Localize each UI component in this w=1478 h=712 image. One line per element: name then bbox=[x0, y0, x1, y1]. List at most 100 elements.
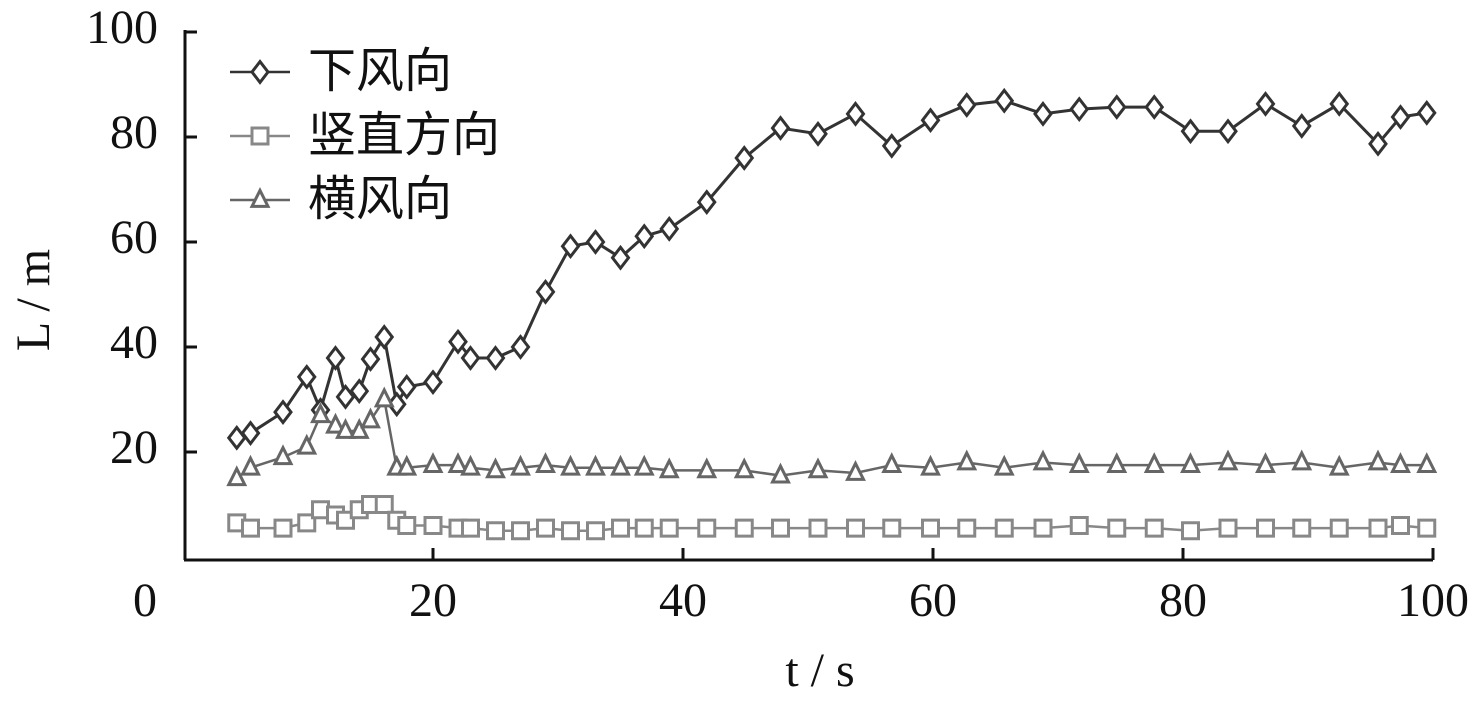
data-point bbox=[1106, 94, 1127, 120]
data-point bbox=[697, 518, 717, 538]
x-tick-label: 100 bbox=[1397, 574, 1469, 627]
data-point bbox=[734, 145, 755, 171]
data-point bbox=[1255, 91, 1276, 117]
data-point bbox=[561, 521, 580, 541]
data-point bbox=[485, 345, 506, 371]
data-point bbox=[325, 345, 346, 371]
data-point bbox=[610, 244, 631, 271]
data-point bbox=[1328, 454, 1350, 476]
data-point bbox=[1391, 516, 1410, 535]
data-point bbox=[297, 513, 317, 533]
data-point bbox=[1329, 91, 1350, 117]
data-point bbox=[397, 516, 417, 535]
data-point bbox=[921, 518, 940, 538]
data-point bbox=[920, 107, 941, 134]
data-point bbox=[1367, 449, 1389, 471]
data-point bbox=[374, 495, 394, 514]
data-point bbox=[423, 516, 443, 535]
data-point bbox=[658, 457, 680, 479]
data-point bbox=[510, 334, 531, 360]
data-point bbox=[1255, 452, 1276, 474]
data-point bbox=[560, 454, 581, 476]
data-point bbox=[696, 457, 718, 479]
data-point bbox=[241, 518, 260, 538]
data-point bbox=[240, 420, 261, 446]
legend-label: 横风向 bbox=[308, 173, 452, 226]
data-point bbox=[1329, 518, 1349, 538]
x-tick-label: 80 bbox=[1159, 574, 1207, 627]
data-point bbox=[585, 229, 606, 255]
data-point bbox=[360, 346, 381, 372]
data-point bbox=[535, 279, 556, 305]
data-point bbox=[734, 518, 754, 538]
data-point bbox=[226, 465, 248, 487]
data-point bbox=[611, 518, 630, 538]
data-point bbox=[374, 324, 395, 350]
data-point bbox=[920, 454, 941, 476]
data-point bbox=[296, 364, 317, 390]
data-point bbox=[733, 457, 755, 479]
y-tick-label: 20 bbox=[110, 421, 158, 474]
data-point bbox=[846, 518, 865, 538]
data-point bbox=[510, 454, 531, 476]
legend-label: 竖直方向 bbox=[308, 109, 500, 162]
data-point bbox=[881, 133, 902, 159]
data-point bbox=[1180, 118, 1201, 145]
data-point bbox=[1106, 452, 1128, 474]
data-point bbox=[1368, 518, 1388, 538]
data-point bbox=[1144, 94, 1165, 120]
data-point bbox=[659, 216, 680, 242]
data-point bbox=[485, 457, 506, 479]
data-point bbox=[536, 518, 555, 538]
data-point bbox=[396, 374, 417, 400]
data-point bbox=[993, 454, 1015, 476]
data-point bbox=[447, 452, 469, 474]
y-tick-label: 40 bbox=[110, 316, 158, 369]
data-point bbox=[335, 384, 356, 410]
legend-marker bbox=[250, 59, 270, 85]
data-point bbox=[310, 402, 331, 424]
data-point bbox=[1368, 130, 1388, 157]
data-point bbox=[486, 521, 505, 541]
data-point bbox=[240, 454, 261, 476]
data-point bbox=[1069, 516, 1089, 535]
x-tick-label: 20 bbox=[409, 574, 457, 627]
y-tick-label: 80 bbox=[110, 106, 158, 159]
data-point bbox=[1218, 118, 1238, 145]
data-point bbox=[511, 521, 530, 541]
data-point bbox=[634, 518, 654, 538]
data-point bbox=[1292, 518, 1312, 538]
data-point bbox=[696, 189, 717, 215]
data-point bbox=[845, 101, 866, 127]
data-point bbox=[808, 120, 828, 147]
data-point bbox=[1417, 518, 1437, 538]
data-point bbox=[659, 518, 679, 538]
y-tick-label: 100 bbox=[86, 1, 158, 54]
data-point bbox=[1390, 452, 1411, 474]
data-point bbox=[535, 452, 556, 474]
data-point bbox=[336, 510, 355, 530]
data-point bbox=[1291, 113, 1312, 139]
data-point bbox=[881, 452, 903, 474]
data-point bbox=[348, 418, 370, 439]
data-point bbox=[633, 454, 655, 476]
data-point bbox=[349, 378, 370, 404]
data-point bbox=[1416, 452, 1438, 474]
x-axis-label: t / s bbox=[785, 644, 854, 697]
data-point bbox=[461, 518, 480, 538]
data-point bbox=[1069, 96, 1090, 123]
data-point bbox=[325, 412, 346, 434]
data-point bbox=[586, 521, 605, 541]
data-point bbox=[396, 454, 418, 476]
data-point bbox=[845, 460, 866, 481]
data-point bbox=[1032, 449, 1054, 471]
data-point bbox=[226, 424, 247, 451]
x-tick-label: 40 bbox=[659, 574, 707, 627]
series-line bbox=[235, 396, 1427, 480]
data-point bbox=[770, 115, 791, 141]
data-point bbox=[770, 462, 791, 484]
data-point bbox=[1218, 518, 1238, 538]
data-point bbox=[956, 92, 977, 118]
data-point bbox=[808, 518, 828, 538]
